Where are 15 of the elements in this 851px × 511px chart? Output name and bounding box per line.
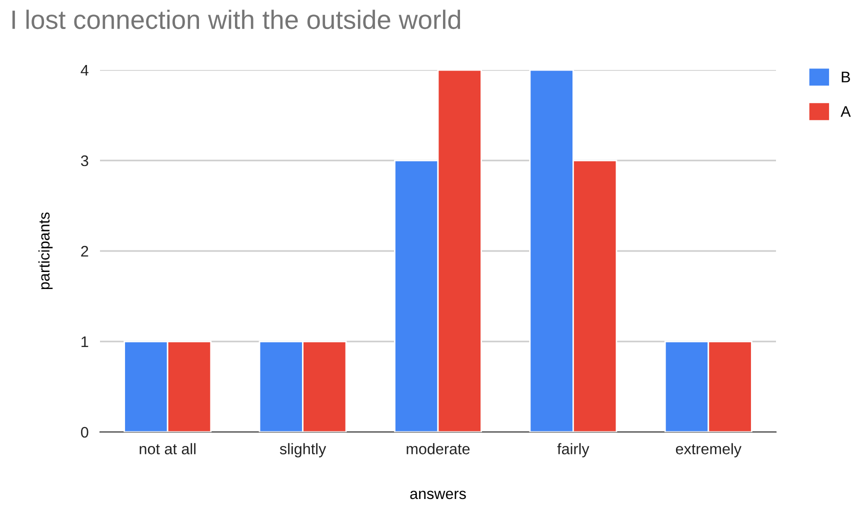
y-tick-label: 2 [81,246,88,257]
y-tick-label: 4 [80,65,88,76]
legend-label: A [840,106,851,117]
x-tick-label: fairly [557,443,590,458]
chart-title: I lost connection with the outside world [12,10,460,30]
y-tick-label: 0 [80,426,88,438]
y-tick-label: 1 [82,336,88,348]
x-tick-label: moderate [406,443,470,454]
x-tick-label: extremely [676,443,742,458]
y-tick-label: 3 [80,155,88,166]
x-tick-label: slightly [280,443,326,458]
x-tick-label: not at all [140,443,196,454]
y-axis-title: participants [38,212,53,290]
legend-label: B [842,72,850,82]
x-axis-title: answers [410,490,466,500]
